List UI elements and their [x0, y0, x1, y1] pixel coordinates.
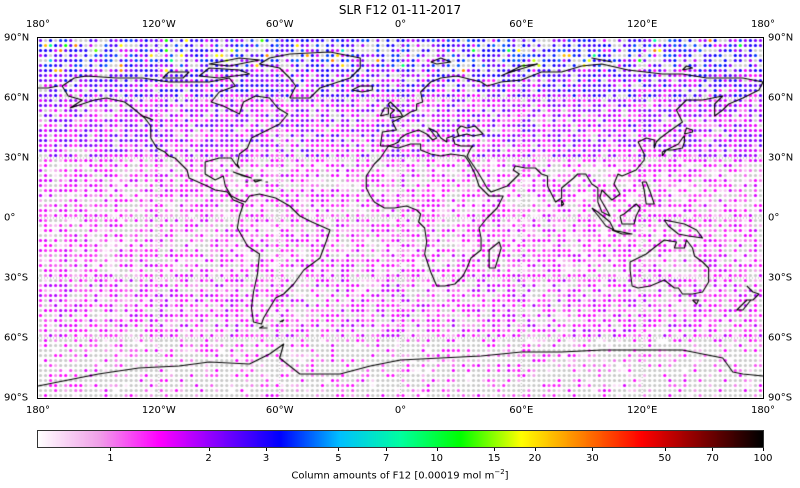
- x-tick-label: 180°: [25, 19, 51, 30]
- x-tick-label: 60°W: [265, 19, 294, 30]
- colorbar-tick-label: 10: [430, 453, 444, 464]
- colorbar-tick-label: 30: [586, 453, 599, 464]
- colorbar-tick-mark: [592, 448, 594, 451]
- x-tick-label: 120°E: [626, 19, 658, 30]
- colorbar-tick-label: 100: [753, 453, 773, 464]
- y-tick-label: 30°N: [4, 152, 30, 164]
- x-tick-label: 180°: [750, 19, 776, 30]
- colorbar-tick-mark: [338, 448, 340, 451]
- x-tick-label: 60°E: [509, 405, 534, 416]
- x-tick-label: 0°: [394, 405, 407, 416]
- colorbar-tick-label: 70: [706, 453, 719, 464]
- colorbar-label-suffix: ]: [504, 470, 509, 482]
- y-tick-label: 60°N: [4, 92, 30, 104]
- colorbar-tick-label: 5: [335, 453, 342, 464]
- x-tick-label: 180°: [750, 405, 776, 416]
- colorbar-tick-label: 2: [205, 453, 212, 464]
- dot-heatmap-canvas: [38, 38, 763, 398]
- colorbar-tick-mark: [208, 448, 210, 451]
- colorbar-tick-label: 20: [528, 453, 542, 464]
- y-tick-label: 0°: [4, 212, 16, 224]
- colorbar-tick-mark: [712, 448, 714, 451]
- y-tick-label: 90°N: [4, 32, 30, 44]
- y-tick-label: 90°S: [4, 392, 29, 404]
- colorbar-tick-label: 15: [487, 453, 501, 464]
- x-tick-label: 120°E: [626, 405, 658, 416]
- y-tick-label: 30°S: [4, 272, 29, 284]
- y-tick-label: 60°N: [768, 92, 794, 104]
- x-tick-label: 120°W: [141, 405, 176, 416]
- y-tick-label: 90°N: [768, 32, 794, 44]
- colorbar-tick-label: 7: [382, 453, 390, 464]
- colorbar-tick-mark: [110, 448, 112, 451]
- colorbar-tick-mark: [386, 448, 388, 451]
- y-tick-label: 30°S: [768, 272, 793, 284]
- colorbar-tick-mark: [763, 448, 764, 451]
- colorbar-tick-label: 3: [262, 453, 270, 464]
- colorbar-tick-label: 50: [658, 453, 672, 464]
- colorbar-label-text: Column amounts of F12 [0.00019 mol m: [291, 470, 495, 482]
- colorbar-tick-mark: [494, 448, 496, 451]
- y-tick-label: 90°S: [768, 392, 793, 404]
- y-tick-label: 60°S: [4, 332, 29, 344]
- x-tick-label: 180°: [25, 405, 51, 416]
- x-tick-label: 0°: [394, 19, 407, 30]
- colorbar-label-exponent: −2: [494, 468, 505, 476]
- colorbar-tick-mark: [664, 448, 666, 451]
- colorbar-tick-mark: [534, 448, 536, 451]
- colorbar-tick-label: 1: [107, 453, 114, 464]
- x-tick-label: 120°W: [141, 19, 176, 30]
- chart-title: SLR F12 01-11-2017: [338, 3, 462, 17]
- colorbar-tick-mark: [436, 448, 438, 451]
- x-tick-label: 60°E: [509, 19, 534, 30]
- y-tick-label: 0°: [768, 212, 780, 224]
- y-tick-label: 30°N: [768, 152, 794, 164]
- y-tick-label: 60°S: [768, 332, 793, 344]
- colorbar: [37, 430, 764, 448]
- colorbar-title: Column amounts of F12 [0.00019 mol m−2]: [0, 468, 800, 481]
- map-plot-area: [37, 37, 764, 399]
- x-tick-label: 60°W: [265, 405, 294, 416]
- colorbar-tick-mark: [266, 448, 268, 451]
